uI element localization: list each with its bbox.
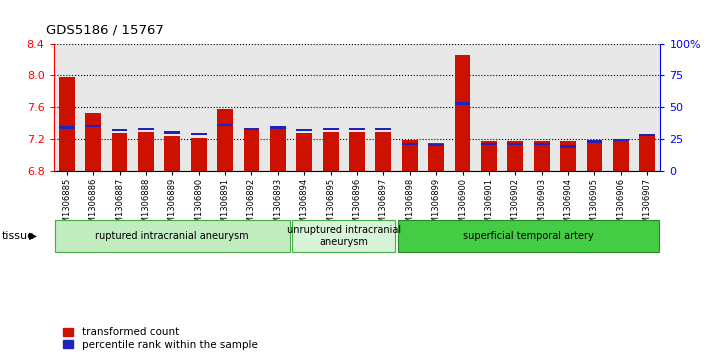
Legend: transformed count, percentile rank within the sample: transformed count, percentile rank withi… xyxy=(59,323,262,354)
Bar xyxy=(85,125,101,127)
Bar xyxy=(292,220,396,252)
Bar xyxy=(55,220,290,252)
Bar xyxy=(455,55,471,171)
Bar xyxy=(111,129,127,131)
Bar xyxy=(376,128,391,130)
Bar xyxy=(560,141,576,171)
Bar xyxy=(402,143,418,145)
Bar xyxy=(508,143,523,145)
Bar xyxy=(164,131,180,134)
Bar xyxy=(59,77,75,171)
Bar xyxy=(270,128,286,171)
Bar xyxy=(639,136,655,171)
Bar xyxy=(587,141,603,171)
Bar xyxy=(376,132,391,171)
Bar xyxy=(560,146,576,148)
Text: GDS5186 / 15767: GDS5186 / 15767 xyxy=(46,23,164,36)
Bar xyxy=(349,128,365,130)
Bar xyxy=(217,124,233,126)
Bar xyxy=(398,220,659,252)
Text: ▶: ▶ xyxy=(29,231,36,241)
Bar xyxy=(111,133,127,171)
Bar xyxy=(323,128,338,130)
Text: unruptured intracranial
aneurysm: unruptured intracranial aneurysm xyxy=(287,225,401,247)
Bar xyxy=(402,140,418,171)
Bar xyxy=(587,140,603,143)
Bar xyxy=(481,143,497,145)
Bar xyxy=(164,136,180,171)
Bar xyxy=(534,143,550,145)
Bar xyxy=(428,143,444,171)
Bar xyxy=(243,128,259,130)
Bar xyxy=(349,132,365,171)
Bar xyxy=(428,144,444,147)
Bar xyxy=(270,126,286,129)
Bar xyxy=(296,129,312,131)
Text: ruptured intracranial aneurysm: ruptured intracranial aneurysm xyxy=(96,231,249,241)
Bar xyxy=(138,128,154,130)
Bar xyxy=(243,129,259,171)
Bar xyxy=(191,133,206,135)
Bar xyxy=(323,132,338,171)
Bar xyxy=(455,102,471,105)
Bar xyxy=(85,114,101,171)
Bar xyxy=(217,109,233,171)
Bar xyxy=(59,126,75,129)
Bar xyxy=(613,140,629,171)
Bar xyxy=(138,132,154,171)
Bar xyxy=(534,141,550,171)
Bar xyxy=(191,138,206,171)
Text: tissue: tissue xyxy=(1,231,34,241)
Bar xyxy=(613,139,629,142)
Bar xyxy=(639,134,655,136)
Text: superficial temporal artery: superficial temporal artery xyxy=(463,231,594,241)
Bar xyxy=(508,141,523,171)
Bar xyxy=(296,133,312,171)
Bar xyxy=(481,141,497,171)
